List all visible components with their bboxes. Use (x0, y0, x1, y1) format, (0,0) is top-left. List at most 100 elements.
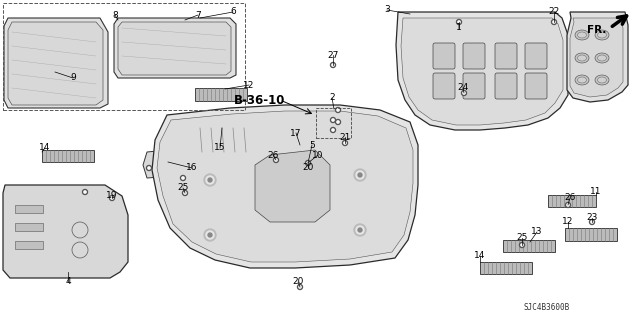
Polygon shape (567, 12, 628, 102)
Text: FR.: FR. (587, 25, 606, 35)
Circle shape (332, 119, 334, 121)
Ellipse shape (577, 32, 586, 38)
Polygon shape (8, 22, 103, 105)
Circle shape (298, 285, 303, 290)
Circle shape (204, 174, 216, 186)
Circle shape (84, 191, 86, 193)
Circle shape (180, 175, 186, 181)
Circle shape (273, 158, 278, 162)
FancyBboxPatch shape (433, 43, 455, 69)
Polygon shape (565, 228, 617, 241)
Text: 24: 24 (458, 84, 468, 93)
Circle shape (299, 286, 301, 288)
Circle shape (109, 196, 115, 201)
Polygon shape (255, 150, 330, 222)
Ellipse shape (598, 32, 607, 38)
Circle shape (184, 192, 186, 194)
Text: 20: 20 (292, 278, 304, 286)
Polygon shape (157, 111, 413, 262)
Circle shape (206, 231, 214, 239)
Circle shape (358, 228, 362, 232)
Circle shape (337, 109, 339, 111)
Ellipse shape (577, 77, 586, 83)
Circle shape (567, 204, 569, 206)
Circle shape (337, 121, 339, 123)
Ellipse shape (595, 75, 609, 85)
Polygon shape (503, 240, 555, 252)
Circle shape (458, 21, 460, 23)
Circle shape (332, 64, 334, 66)
Circle shape (305, 160, 310, 166)
FancyBboxPatch shape (525, 43, 547, 69)
Circle shape (307, 162, 309, 164)
Circle shape (344, 142, 346, 144)
Text: 9: 9 (70, 73, 76, 83)
Text: 27: 27 (327, 50, 339, 60)
Circle shape (147, 166, 152, 170)
Circle shape (356, 226, 364, 234)
Polygon shape (114, 18, 236, 78)
Text: 25: 25 (177, 183, 189, 192)
Ellipse shape (575, 75, 589, 85)
Circle shape (111, 197, 113, 199)
Circle shape (520, 242, 525, 248)
Circle shape (335, 108, 340, 113)
Text: 25: 25 (516, 234, 528, 242)
Ellipse shape (598, 77, 607, 83)
Text: 3: 3 (384, 5, 390, 14)
Text: 7: 7 (195, 11, 201, 19)
Circle shape (330, 63, 335, 68)
Polygon shape (396, 12, 568, 130)
Text: 5: 5 (309, 140, 315, 150)
Text: SJC4B3600B: SJC4B3600B (524, 303, 570, 312)
Text: 1: 1 (456, 24, 462, 33)
Bar (15, 205, 43, 213)
Circle shape (456, 19, 461, 25)
Circle shape (552, 19, 557, 25)
Circle shape (358, 173, 362, 177)
Circle shape (354, 169, 366, 181)
Circle shape (591, 221, 593, 223)
Circle shape (332, 129, 334, 131)
Polygon shape (152, 105, 418, 268)
Bar (15, 241, 43, 249)
Ellipse shape (595, 53, 609, 63)
Text: 11: 11 (590, 188, 602, 197)
Ellipse shape (575, 53, 589, 63)
FancyBboxPatch shape (525, 73, 547, 99)
Text: 8: 8 (112, 11, 118, 19)
Bar (316, 108, 351, 138)
Text: 23: 23 (586, 213, 598, 222)
Text: 17: 17 (291, 129, 301, 137)
Polygon shape (193, 122, 258, 158)
Text: B-36-10: B-36-10 (234, 93, 285, 107)
Polygon shape (570, 18, 623, 97)
FancyBboxPatch shape (463, 73, 485, 99)
Circle shape (206, 176, 214, 184)
Polygon shape (42, 150, 94, 162)
Ellipse shape (577, 55, 586, 61)
Circle shape (461, 91, 467, 95)
FancyBboxPatch shape (495, 43, 517, 69)
Circle shape (521, 244, 523, 246)
Text: 6: 6 (230, 8, 236, 17)
Circle shape (330, 117, 335, 122)
FancyBboxPatch shape (495, 73, 517, 99)
Text: 10: 10 (312, 151, 324, 160)
Circle shape (354, 224, 366, 236)
Polygon shape (4, 18, 108, 108)
Circle shape (182, 190, 188, 196)
Circle shape (330, 128, 335, 132)
Text: 16: 16 (186, 164, 198, 173)
Polygon shape (143, 148, 192, 178)
Polygon shape (195, 88, 247, 101)
Text: 14: 14 (39, 144, 51, 152)
Bar (3, 3, 245, 110)
Circle shape (148, 167, 150, 169)
Text: 26: 26 (268, 151, 278, 160)
Bar (15, 223, 43, 231)
Circle shape (275, 159, 277, 161)
Circle shape (208, 178, 212, 182)
Circle shape (208, 233, 212, 237)
Text: 22: 22 (548, 8, 559, 17)
